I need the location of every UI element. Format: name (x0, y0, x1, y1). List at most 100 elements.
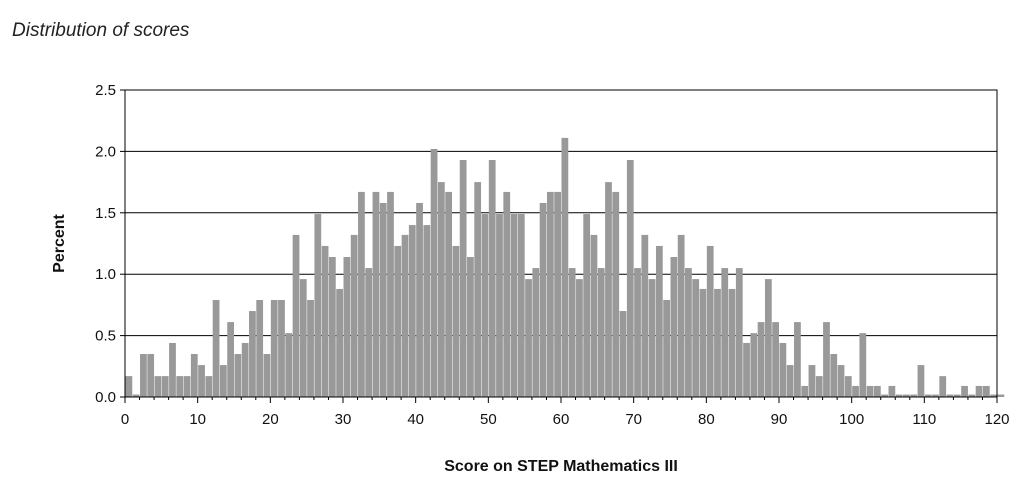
bar (132, 394, 140, 397)
bar (270, 299, 278, 397)
bar (437, 182, 445, 397)
x-tick-label: 100 (839, 411, 864, 428)
bar (154, 376, 162, 397)
bar (823, 322, 830, 397)
bar (568, 268, 576, 397)
bar (292, 234, 300, 397)
bar (561, 137, 569, 397)
bar (714, 288, 721, 397)
bar (764, 279, 772, 397)
bar (772, 322, 779, 397)
bar (401, 234, 409, 397)
bar (299, 279, 307, 397)
bar (379, 202, 387, 397)
bar (546, 191, 554, 397)
bar (634, 268, 641, 397)
bar (212, 299, 220, 397)
x-tick-label: 20 (262, 411, 279, 428)
bar (249, 311, 256, 397)
x-tick-label: 110 (912, 411, 936, 428)
bar (975, 385, 983, 397)
x-tick-label: 50 (480, 411, 497, 428)
chart-caption: Distribution of scores (12, 20, 190, 41)
bar (481, 214, 489, 397)
bar (786, 365, 794, 397)
bar (539, 202, 547, 397)
bar (982, 385, 990, 397)
bar (844, 376, 852, 397)
bar (459, 159, 467, 397)
bar (597, 268, 605, 397)
bar (801, 385, 809, 397)
bar (583, 214, 591, 397)
bar (365, 268, 373, 397)
bar (626, 159, 634, 397)
bar (140, 354, 147, 397)
x-tick-label: 40 (407, 411, 424, 428)
bar (496, 214, 503, 397)
bar (285, 333, 293, 397)
x-tick-label: 30 (335, 411, 352, 428)
bar (910, 394, 918, 397)
bar (903, 394, 910, 397)
x-tick-label: 10 (189, 411, 206, 428)
bar (198, 365, 205, 397)
bar (866, 385, 874, 397)
x-tick-label: 70 (625, 411, 642, 428)
bar (467, 257, 474, 397)
bar (663, 299, 670, 397)
bar (176, 376, 184, 397)
bar (997, 394, 1005, 397)
bar (605, 182, 612, 397)
bar (227, 322, 234, 397)
bar (256, 299, 264, 397)
bar (590, 234, 598, 397)
bar (641, 234, 649, 397)
bar (692, 279, 700, 397)
bar (234, 354, 242, 397)
bar (525, 279, 532, 397)
bar (888, 385, 896, 397)
bar (576, 279, 583, 397)
bar (895, 394, 903, 397)
x-tick-label: 80 (698, 411, 715, 428)
bar (743, 342, 750, 397)
bar (343, 257, 351, 397)
bar (147, 354, 155, 397)
bar (416, 202, 423, 397)
bar (961, 385, 968, 397)
x-tick-label: 60 (553, 411, 570, 428)
bar (423, 225, 431, 397)
bar (408, 225, 416, 397)
bar (655, 245, 663, 397)
bar (328, 257, 336, 397)
bar (474, 182, 482, 397)
bar (321, 245, 329, 397)
y-axis-title: Percent (51, 213, 68, 272)
x-axis-ticks: 0 10 20 30 40 50 60 70 80 90 100 110 120 (121, 397, 1010, 428)
x-axis-title: Score on STEP Mathematics III (444, 458, 678, 475)
bar (808, 365, 816, 397)
y-tick-label: 2.0 (95, 143, 116, 160)
bar (263, 354, 271, 397)
bar (619, 311, 627, 397)
x-tick-label: 90 (771, 411, 788, 428)
bar (932, 394, 939, 397)
bar (881, 394, 888, 397)
bar (815, 376, 823, 397)
bar (873, 385, 881, 397)
bar (394, 245, 402, 397)
bar (430, 148, 438, 397)
bar (169, 342, 176, 397)
bar (968, 394, 976, 397)
bar (699, 288, 707, 397)
bar (953, 394, 961, 397)
bar (706, 245, 714, 397)
bar (488, 159, 496, 397)
bar (924, 394, 932, 397)
bar (314, 214, 322, 397)
bar (183, 376, 191, 397)
bar (612, 191, 620, 397)
bar (721, 268, 729, 397)
